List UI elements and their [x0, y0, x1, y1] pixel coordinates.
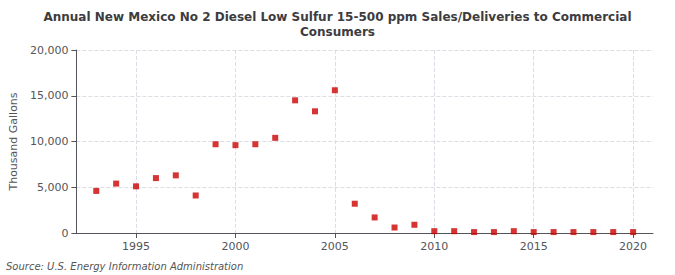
svg-text:2000: 2000: [221, 240, 249, 253]
svg-text:Source: U.S. Energy Informatio: Source: U.S. Energy Information Administ…: [6, 261, 243, 272]
svg-text:Annual New Mexico No 2 Diesel: Annual New Mexico No 2 Diesel Low Sulfur…: [43, 10, 631, 24]
svg-text:2010: 2010: [420, 240, 448, 253]
svg-text:2020: 2020: [619, 240, 647, 253]
svg-text:20,000: 20,000: [30, 44, 69, 57]
svg-text:5,000: 5,000: [37, 181, 69, 194]
svg-text:10,000: 10,000: [30, 135, 69, 148]
svg-text:2015: 2015: [520, 240, 548, 253]
svg-text:Thousand Gallons: Thousand Gallons: [7, 92, 20, 191]
svg-text:Consumers: Consumers: [300, 25, 375, 39]
svg-text:2005: 2005: [321, 240, 349, 253]
svg-text:15,000: 15,000: [30, 89, 69, 102]
svg-text:1995: 1995: [122, 240, 150, 253]
svg-text:0: 0: [61, 227, 68, 240]
